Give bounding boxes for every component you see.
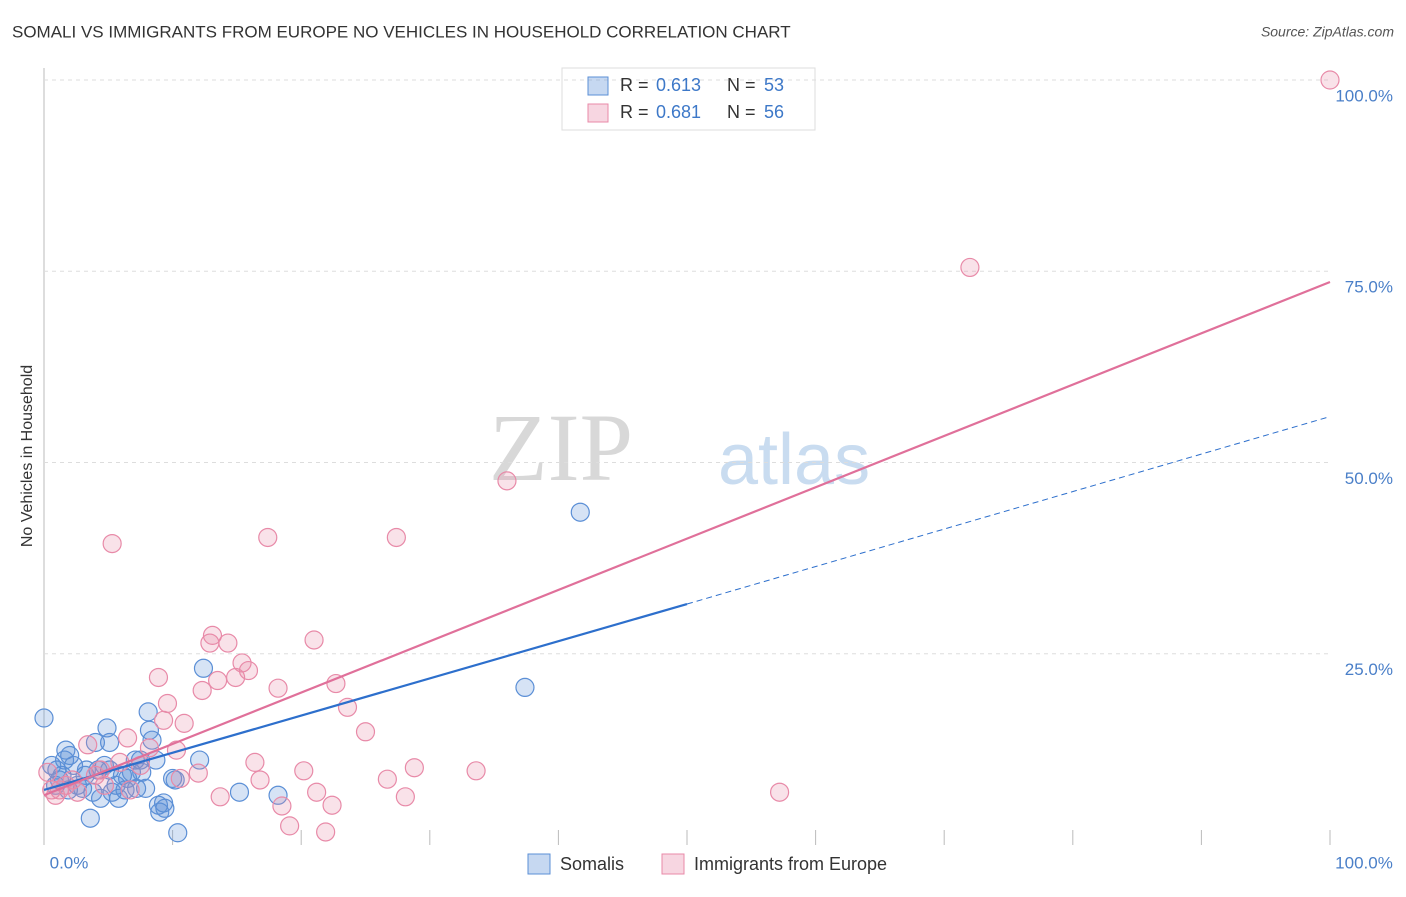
point [355,722,376,742]
trend-line [686,416,1331,605]
point [115,780,135,800]
point [85,732,106,753]
x-tick-label: 0.0% [50,853,89,872]
point [268,785,288,805]
y-tick-label: 100.0% [1335,86,1393,105]
point [174,713,194,733]
point [208,670,228,691]
point [307,782,327,802]
trend-line [43,280,1331,797]
legend-n-value: 53 [764,75,784,95]
point [99,732,120,753]
x-tick-label: 100.0% [1335,853,1393,872]
point [497,471,517,491]
legend-r-value: 0.681 [656,102,701,122]
point [272,796,292,816]
point [97,718,117,738]
point [1320,70,1340,90]
legend-n-value: 56 [764,102,784,122]
legend-r-value: 0.613 [656,75,701,95]
point [404,758,424,778]
point [56,740,76,760]
point [168,823,188,843]
point [80,808,100,828]
y-tick-label: 25.0% [1345,660,1393,679]
point [294,761,314,781]
point [377,769,397,789]
legend-r-label: R = [620,75,649,95]
point [78,735,98,755]
point [34,708,54,728]
point [386,527,406,548]
legend-n-label: N = [727,102,756,122]
legend-swatch [527,853,551,875]
point [117,728,138,748]
trend-line [43,602,688,791]
point [102,533,122,554]
point [326,673,346,694]
point [322,795,342,815]
point [395,787,415,807]
point [157,693,178,714]
point [148,795,169,815]
point [960,257,980,278]
watermark: ZIP [489,394,633,501]
legend-r-label: R = [620,102,649,122]
legend-label: Somalis [560,854,624,874]
point [83,782,103,802]
point [280,816,300,836]
legend-swatch [587,76,609,96]
point [38,762,58,782]
point [54,750,75,770]
point [153,710,174,730]
point [466,761,486,781]
point [170,768,190,789]
legend-swatch [661,853,685,875]
legend-box [561,67,816,131]
point [218,633,238,653]
chart-title: SOMALI VS IMMIGRANTS FROM EUROPE NO VEHI… [12,22,791,41]
y-tick-label: 50.0% [1345,469,1393,488]
point [316,822,336,842]
point [135,778,156,798]
point [570,502,590,522]
point [226,667,246,688]
point [769,782,790,802]
point [94,775,115,795]
legend-n-label: N = [727,75,756,95]
source: Source: ZipAtlas.com [1261,24,1394,40]
point [258,527,278,548]
legend-label: Immigrants from Europe [694,854,887,874]
point [132,762,152,782]
point [202,625,223,645]
point [188,763,208,783]
point [245,752,265,772]
point [192,680,212,701]
point [304,630,324,650]
point [229,782,250,802]
legend-swatch [587,103,609,123]
point [200,633,220,653]
point [120,780,140,800]
point [148,667,169,688]
point [210,787,230,807]
watermark: atlas [718,420,870,500]
y-tick-label: 75.0% [1345,278,1393,297]
point [268,678,288,698]
point [67,782,88,802]
point [250,770,270,790]
point [515,677,535,698]
y-axis-label: No Vehicles in Household [19,365,36,547]
point [193,658,214,678]
